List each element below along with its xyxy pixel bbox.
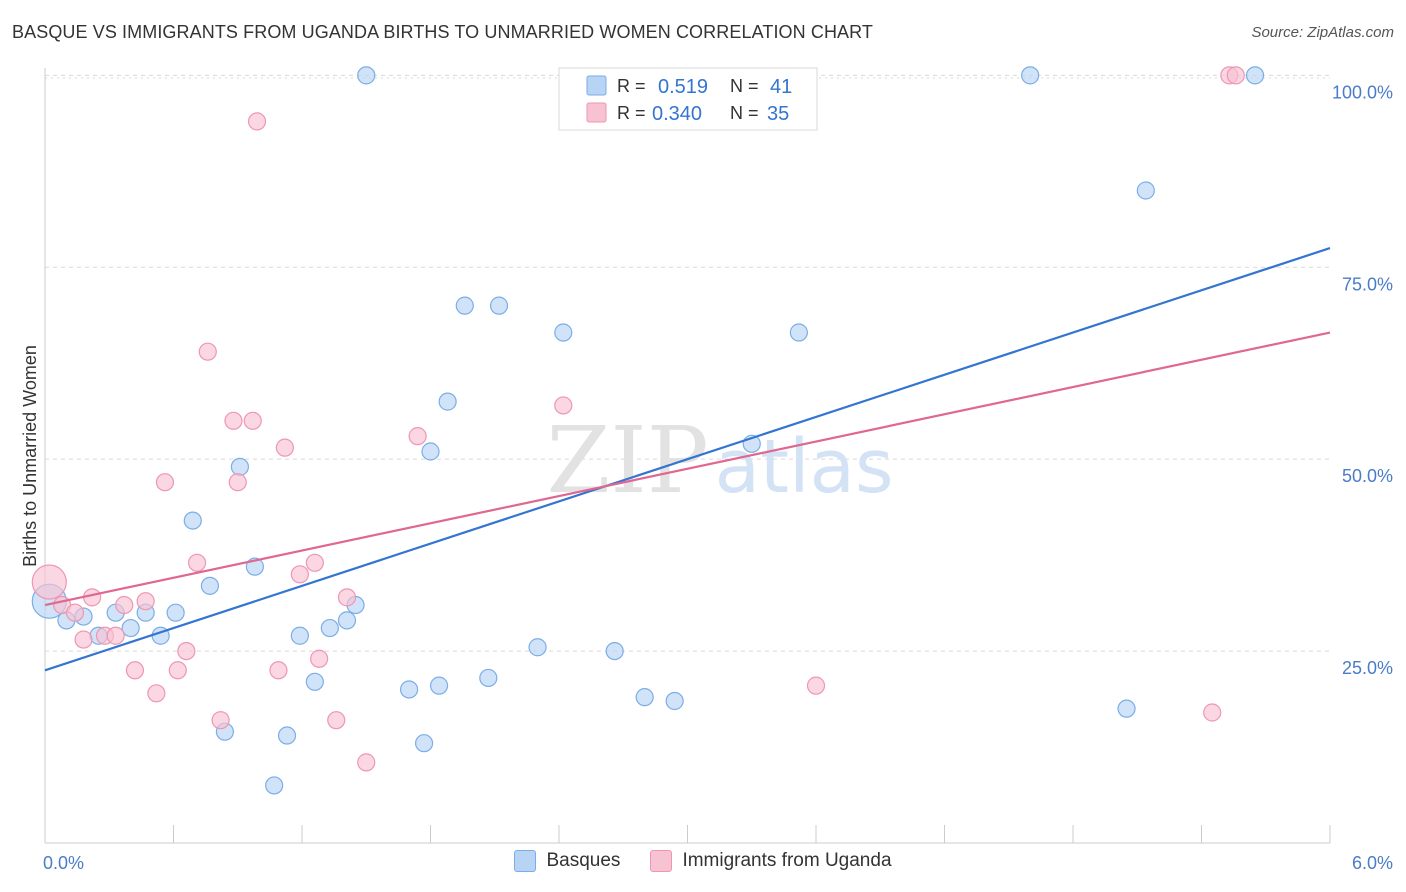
points-layer bbox=[31, 66, 1265, 795]
point-basques-24 bbox=[421, 442, 440, 461]
trend-line-uganda bbox=[44, 331, 1331, 607]
point-basques-12 bbox=[230, 457, 249, 476]
point-basques-26 bbox=[438, 392, 457, 411]
point-basques-10 bbox=[200, 576, 220, 595]
x-tick-label-min: 0.0% bbox=[43, 853, 84, 873]
point-basques-16 bbox=[290, 626, 309, 645]
point-uganda-31 bbox=[806, 676, 826, 695]
legend-r-label-uganda: R = bbox=[617, 103, 646, 123]
point-basques-23 bbox=[414, 734, 434, 753]
legend-label-basques: Basques bbox=[546, 850, 621, 871]
point-basques-33 bbox=[635, 688, 654, 707]
watermark: ZIPatlas bbox=[547, 407, 894, 514]
y-axis-label: Births to Unmarried Women bbox=[20, 345, 40, 567]
point-basques-30 bbox=[528, 638, 547, 657]
legend-item-basques: Basques bbox=[514, 850, 620, 872]
legend-n-value-uganda: 35 bbox=[767, 103, 789, 125]
point-uganda-24 bbox=[305, 553, 324, 572]
point-basques-31 bbox=[554, 323, 573, 342]
legend-r-value-basques: 0.519 bbox=[658, 76, 708, 98]
point-uganda-0 bbox=[31, 564, 67, 600]
y-tick-label-25: 25.0% bbox=[1342, 658, 1393, 678]
watermark-atlas: atlas bbox=[715, 424, 894, 510]
point-basques-8 bbox=[166, 603, 185, 622]
point-uganda-22 bbox=[275, 438, 294, 457]
point-uganda-30 bbox=[554, 396, 573, 415]
point-basques-39 bbox=[1136, 181, 1155, 200]
point-uganda-9 bbox=[136, 592, 155, 611]
point-basques-9 bbox=[183, 511, 202, 530]
point-uganda-12 bbox=[168, 661, 187, 680]
axis-layer: 25.0% 50.0% 75.0% 100.0% 0.0% 6.0% bbox=[43, 68, 1393, 873]
point-uganda-19 bbox=[243, 411, 262, 430]
y-tick-label-75: 75.0% bbox=[1342, 274, 1393, 294]
legend-label-uganda: Immigrants from Uganda bbox=[682, 850, 892, 871]
point-basques-29 bbox=[489, 296, 509, 315]
point-uganda-7 bbox=[115, 595, 134, 615]
point-basques-5 bbox=[121, 618, 140, 638]
point-basques-40 bbox=[1245, 66, 1265, 85]
legend-n-label-uganda: N = bbox=[730, 103, 759, 123]
point-uganda-8 bbox=[125, 661, 145, 680]
y-tick-label-50: 50.0% bbox=[1342, 466, 1393, 486]
point-basques-14 bbox=[265, 776, 284, 795]
legend-n-label-basques: N = bbox=[730, 76, 759, 96]
point-uganda-26 bbox=[327, 711, 346, 730]
point-basques-36 bbox=[789, 323, 808, 342]
point-uganda-15 bbox=[198, 342, 217, 361]
point-uganda-14 bbox=[187, 553, 207, 572]
y-tick-label-100: 100.0% bbox=[1332, 82, 1393, 102]
point-basques-15 bbox=[277, 726, 297, 745]
point-basques-34 bbox=[665, 691, 684, 711]
point-basques-19 bbox=[337, 611, 357, 630]
point-uganda-18 bbox=[228, 473, 247, 492]
legend-swatch-uganda bbox=[586, 102, 607, 123]
point-uganda-13 bbox=[177, 641, 196, 661]
point-basques-21 bbox=[357, 66, 376, 85]
point-basques-27 bbox=[455, 296, 474, 315]
point-basques-22 bbox=[399, 680, 419, 699]
point-uganda-27 bbox=[337, 588, 357, 607]
point-uganda-6 bbox=[106, 626, 125, 645]
point-basques-18 bbox=[320, 618, 339, 638]
point-uganda-2 bbox=[65, 603, 85, 622]
legend-swatch-basques-bottom bbox=[514, 850, 537, 872]
point-uganda-32 bbox=[1203, 703, 1222, 722]
legend-item-uganda: Immigrants from Uganda bbox=[650, 850, 892, 872]
point-uganda-16 bbox=[211, 711, 230, 730]
point-uganda-23 bbox=[290, 565, 309, 584]
point-uganda-25 bbox=[310, 649, 329, 668]
legend-r-value-uganda: 0.340 bbox=[652, 103, 702, 125]
legend-swatch-basques bbox=[586, 75, 607, 96]
point-uganda-34 bbox=[1226, 66, 1245, 85]
point-uganda-3 bbox=[74, 630, 93, 649]
bottom-legend: Basques Immigrants from Uganda bbox=[0, 850, 1406, 872]
point-basques-17 bbox=[305, 672, 324, 691]
point-basques-25 bbox=[429, 676, 449, 695]
trend-layer bbox=[44, 247, 1331, 672]
point-uganda-17 bbox=[224, 411, 243, 430]
trend-line-basques bbox=[44, 247, 1331, 672]
point-basques-37 bbox=[1021, 66, 1040, 85]
point-uganda-21 bbox=[269, 661, 288, 680]
point-basques-32 bbox=[605, 641, 624, 661]
legend-r-label-basques: R = bbox=[617, 76, 646, 96]
source-label: Source: ZipAtlas.com bbox=[1251, 24, 1394, 41]
point-uganda-29 bbox=[408, 427, 427, 446]
point-uganda-20 bbox=[247, 112, 267, 131]
stats-legend: R = 0.519 N = 41 R = 0.340 N = 35 bbox=[558, 67, 818, 131]
point-uganda-28 bbox=[357, 753, 376, 772]
chart-title: BASQUE VS IMMIGRANTS FROM UGANDA BIRTHS … bbox=[12, 22, 874, 42]
x-tick-label-max: 6.0% bbox=[1352, 853, 1393, 873]
point-basques-38 bbox=[1117, 699, 1136, 718]
legend-swatch-uganda-bottom bbox=[650, 850, 673, 872]
legend-n-value-basques: 41 bbox=[770, 76, 792, 98]
point-uganda-11 bbox=[155, 473, 175, 492]
point-basques-28 bbox=[479, 668, 498, 688]
point-uganda-10 bbox=[147, 684, 166, 703]
